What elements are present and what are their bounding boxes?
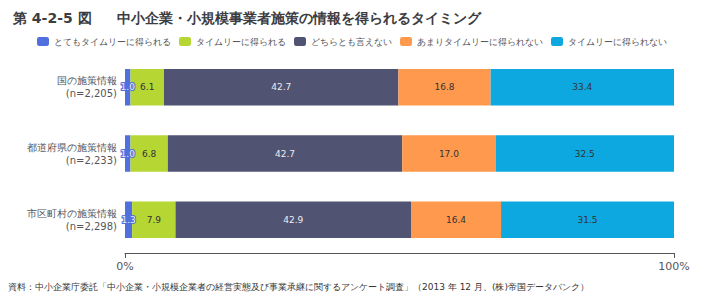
svg-text:(n=2,233): (n=2,233) (66, 155, 117, 166)
svg-text:市区町村の施策情報: 市区町村の施策情報 (27, 208, 117, 219)
svg-text:42.9: 42.9 (283, 215, 303, 225)
svg-text:33.4: 33.4 (572, 82, 592, 92)
svg-text:とてもタイムリーに得られる: とてもタイムリーに得られる (54, 37, 171, 47)
svg-text:17.0: 17.0 (439, 149, 459, 159)
svg-text:31.5: 31.5 (578, 215, 598, 225)
svg-text:100%: 100% (658, 260, 689, 273)
svg-text:タイムリーに得られる: タイムリーに得られる (196, 37, 286, 47)
svg-text:タイムリーに得られない: タイムリーに得られない (568, 37, 667, 47)
svg-text:第 4-2-5 図: 第 4-2-5 図 (12, 10, 92, 26)
svg-text:42.7: 42.7 (275, 149, 295, 159)
svg-text:0%: 0% (116, 260, 133, 273)
svg-text:(n=2,298): (n=2,298) (66, 221, 117, 232)
svg-text:6.1: 6.1 (140, 82, 154, 92)
svg-text:あまりタイムリーに得られない: あまりタイムリーに得られない (417, 37, 543, 47)
svg-text:国の施策情報: 国の施策情報 (57, 75, 117, 86)
svg-text:7.9: 7.9 (147, 215, 162, 225)
svg-text:1.0: 1.0 (121, 82, 136, 92)
svg-text:32.5: 32.5 (575, 149, 595, 159)
svg-text:1.0: 1.0 (121, 149, 136, 159)
svg-text:中小企業・小規模事業者施策の情報を得られるタイミング: 中小企業・小規模事業者施策の情報を得られるタイミング (117, 10, 482, 26)
svg-text:16.4: 16.4 (446, 215, 466, 225)
svg-text:6.8: 6.8 (142, 149, 157, 159)
svg-text:資料：中小企業庁委託「中小企業・小規模企業者の経営実態及び事: 資料：中小企業庁委託「中小企業・小規模企業者の経営実態及び事業承継に関するアンケ… (8, 282, 589, 292)
svg-text:42.7: 42.7 (271, 82, 291, 92)
svg-text:(n=2,205): (n=2,205) (66, 88, 117, 99)
svg-text:1.3: 1.3 (121, 215, 135, 225)
svg-text:都道府県の施策情報: 都道府県の施策情報 (27, 142, 117, 153)
svg-text:どちらとも言えない: どちらとも言えない (311, 37, 392, 47)
svg-text:16.8: 16.8 (434, 82, 454, 92)
